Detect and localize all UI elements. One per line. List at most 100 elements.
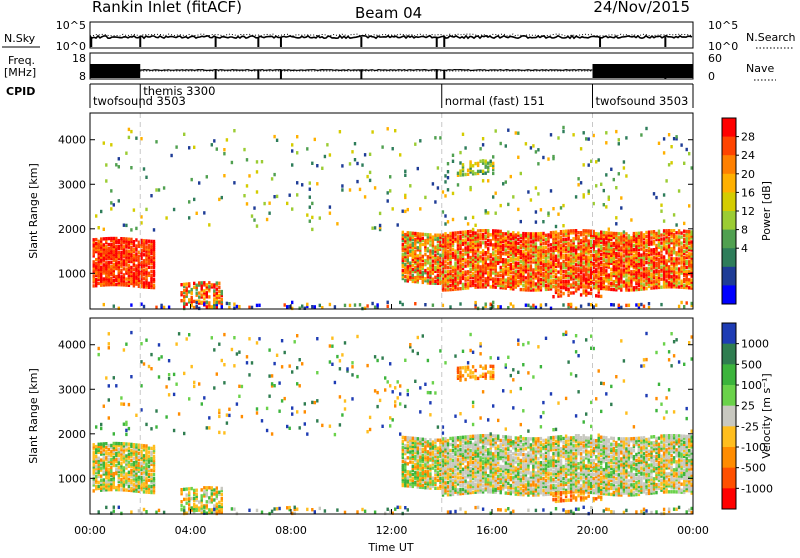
echo-cell [588, 292, 590, 295]
echo-cell [655, 262, 657, 265]
echo-cell [479, 147, 481, 150]
echo-cell [387, 127, 389, 130]
echo-cell [201, 281, 203, 284]
echo-cell [520, 220, 522, 223]
echo-cell [510, 302, 512, 305]
echo-cell [424, 269, 426, 272]
echo-cell [474, 274, 476, 277]
echo-cell [120, 269, 122, 272]
echo-cell [567, 253, 569, 256]
echo-cell [593, 254, 595, 257]
colorbar-segment [722, 230, 736, 249]
echo-cell [495, 129, 497, 132]
echo-cell [522, 288, 524, 291]
echo-cell [422, 233, 424, 236]
echo-cell [603, 277, 605, 280]
echo-cell [135, 137, 137, 140]
echo-cell [487, 239, 489, 242]
echo-cell [95, 238, 97, 241]
echo-cell [485, 257, 487, 260]
echo-cell [469, 280, 471, 283]
echo-cell [462, 271, 464, 274]
echo-cell [221, 290, 223, 293]
echo-cell [175, 145, 177, 148]
echo-cell [479, 265, 481, 268]
colorbar-tick-label: 20 [741, 168, 755, 181]
echo-cell [603, 231, 605, 234]
echo-cell [670, 267, 672, 270]
echo-cell [660, 274, 662, 277]
echo-cell [567, 280, 569, 283]
echo-cell [93, 284, 95, 287]
echo-cell [680, 235, 682, 238]
echo-cell [618, 142, 620, 145]
echo-cell [650, 236, 652, 239]
echo-cell [572, 291, 574, 294]
echo-cell [344, 304, 346, 307]
echo-cell [487, 247, 489, 250]
echo-cell [432, 477, 434, 480]
echo-cell [130, 449, 132, 452]
echo-cell [464, 282, 466, 285]
echo-cell [495, 253, 497, 256]
echo-cell [118, 458, 120, 461]
echo-cell [678, 281, 680, 284]
echo-cell [492, 172, 494, 175]
echo-cell [148, 244, 150, 247]
echo-cell [160, 304, 162, 307]
echo-cell [520, 234, 522, 237]
echo-cell [379, 212, 381, 215]
echo-cell [459, 287, 461, 290]
echo-cell [203, 211, 205, 214]
echo-cell [216, 486, 218, 489]
echo-cell [143, 305, 145, 308]
echo-cell [605, 259, 607, 262]
echo-cell [173, 208, 175, 211]
echo-cell [429, 243, 431, 246]
echo-cell [407, 462, 409, 465]
echo-cell [645, 287, 647, 290]
echo-cell [148, 455, 150, 458]
echo-cell [193, 198, 195, 201]
echo-cell [404, 174, 406, 177]
echo-cell [583, 237, 585, 240]
echo-cell [447, 170, 449, 173]
echo-cell [575, 275, 577, 278]
echo-cell [196, 284, 198, 287]
echo-cell [588, 303, 590, 306]
echo-cell [487, 243, 489, 246]
echo-cell [296, 181, 298, 184]
echo-cell [123, 224, 125, 227]
echo-cell [507, 259, 509, 262]
echo-cell [577, 235, 579, 238]
echo-cell [615, 232, 617, 235]
echo-cell [452, 232, 454, 235]
echo-cell [517, 238, 519, 241]
echo-cell [125, 281, 127, 284]
echo-cell [434, 246, 436, 249]
echo-cell [545, 250, 547, 253]
echo-cell [497, 272, 499, 275]
echo-cell [505, 232, 507, 235]
echo-cell [600, 253, 602, 256]
echo-cell [605, 231, 607, 234]
echo-cell [645, 239, 647, 242]
echo-cell [487, 179, 489, 182]
echo-cell [683, 250, 685, 253]
echo-cell [113, 237, 115, 240]
echo-cell [464, 246, 466, 249]
echo-cell [424, 470, 426, 473]
echo-cell [474, 249, 476, 252]
echo-cell [414, 232, 416, 235]
echo-cell [462, 239, 464, 242]
echo-cell [530, 146, 532, 149]
echo-cell [598, 288, 600, 291]
echo-cell [153, 477, 155, 480]
echo-cell [191, 178, 193, 181]
echo-cell [211, 305, 213, 308]
echo-cell [447, 485, 449, 488]
echo-cell [577, 285, 579, 288]
echo-cell [595, 160, 597, 163]
echo-cell [148, 485, 150, 488]
echo-cell [653, 248, 655, 251]
